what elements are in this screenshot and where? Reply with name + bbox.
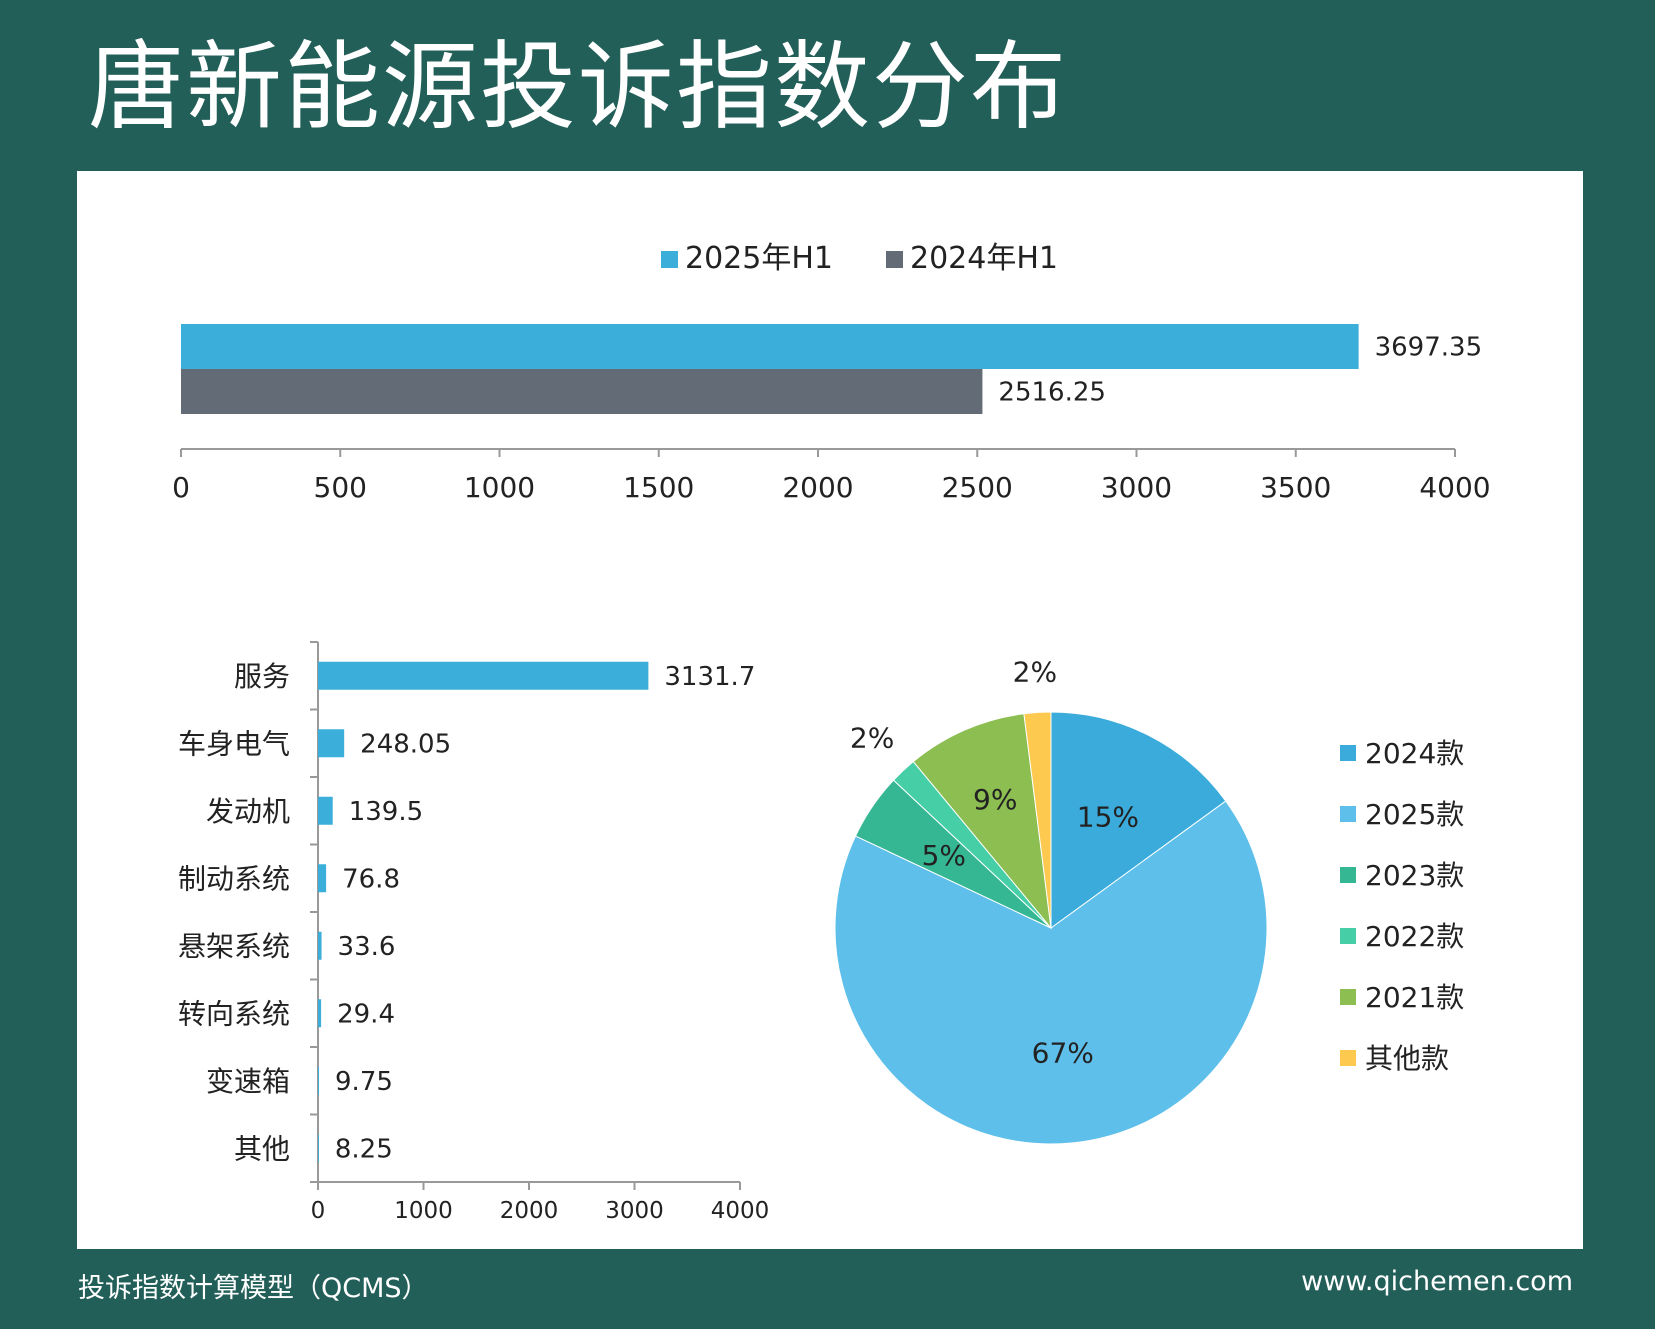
category-value-label: 76.8: [342, 864, 400, 894]
pie-legend-label-3: 2023款: [1365, 859, 1464, 892]
overall-complaint-index-chart: 2025年H1 2024年H1 3697.35 2516.25 0 500 1000 1500…: [172, 241, 1491, 504]
pie-percent-label-1: 15%: [1077, 800, 1139, 833]
pie-legend-label-6: 其他款: [1365, 1042, 1449, 1075]
category-bar: [318, 729, 345, 758]
complaint-category-chart: 0 1000 2000 3000 4000 服务 3131.7 车身电气 248.05 发动机 13…: [178, 641, 770, 1224]
bar-2: [181, 369, 983, 414]
category-value-label: 3131.7: [664, 662, 755, 692]
x-tick-label: 4000: [1419, 471, 1490, 504]
x-tick-label: 0: [311, 1198, 326, 1224]
pie-slice-2: [834, 800, 1268, 1145]
category-value-label: 33.6: [338, 932, 396, 962]
x-tick-label: 1000: [464, 471, 535, 504]
category-label: 转向系统: [178, 997, 290, 1030]
pie-legend-label-4: 2022款: [1365, 920, 1464, 953]
pie-legend-swatch-4: [1340, 928, 1356, 944]
category-bar: [318, 864, 327, 893]
category-value-label: 248.05: [360, 729, 451, 759]
category-label: 悬架系统: [178, 930, 290, 963]
x-tick-label: 2000: [500, 1198, 559, 1224]
chart-canvas: 2025年H1 2024年H1 3697.35 2516.25 0 500 1000 1500…: [172, 241, 1491, 1224]
legend-swatch-2: [886, 251, 903, 268]
bar-value-label-2: 2516.25: [998, 378, 1106, 408]
category-bar: [318, 931, 322, 960]
legend-swatch-1: [661, 251, 678, 268]
pie-percent-label-3: 5%: [922, 839, 966, 872]
x-tick-label: 3000: [605, 1198, 664, 1224]
category-label: 车身电气: [178, 727, 290, 760]
pie-percent-label-4: 2%: [850, 721, 894, 754]
x-tick-label: 2000: [782, 471, 853, 504]
bar-value-label-1: 3697.35: [1375, 333, 1483, 363]
x-tick-label: 0: [172, 471, 190, 504]
x-tick-label: 2500: [942, 471, 1013, 504]
pie-legend-label-5: 2021款: [1365, 981, 1464, 1014]
chart-panel: 2025年H1 2024年H1 3697.35 2516.25 0 500 1000 1500…: [77, 171, 1583, 1249]
category-value-label: 8.25: [335, 1134, 393, 1164]
category-value-label: 29.4: [337, 999, 395, 1029]
model-year-pie-chart: 15% 67% 5% 2% 9% 2% 2024款 2025款 2023款 2022款 2021款其…: [834, 655, 1464, 1145]
category-value-label: 9.75: [335, 1067, 393, 1097]
pie-legend-swatch-6: [1340, 1050, 1356, 1066]
category-bar: [318, 796, 333, 825]
pie-percent-label-6: 2%: [1013, 655, 1057, 688]
legend-label-1: 2025年H1: [685, 241, 833, 276]
category-bar: [318, 999, 322, 1028]
category-label: 其他: [234, 1132, 290, 1165]
pie-percent-label-2: 67%: [1032, 1037, 1094, 1070]
pie-legend-swatch-3: [1340, 867, 1356, 883]
x-tick-label: 4000: [711, 1198, 770, 1224]
footer-website: www.qichemen.com: [1301, 1266, 1573, 1297]
pie-legend-label-1: 2024款: [1365, 737, 1464, 770]
x-tick-label: 3500: [1260, 471, 1331, 504]
category-label: 变速箱: [206, 1065, 290, 1098]
category-label: 发动机: [206, 795, 290, 828]
category-value-label: 139.5: [349, 797, 423, 827]
pie-slice-6: [1023, 711, 1052, 929]
category-bar: [318, 1066, 320, 1095]
x-tick-label: 1000: [394, 1198, 453, 1224]
pie-legend-swatch-1: [1340, 745, 1356, 761]
category-bar: [318, 661, 649, 690]
legend-label-2: 2024年H1: [910, 241, 1058, 276]
pie-slice-5: [912, 713, 1052, 930]
x-tick-label: 500: [314, 471, 367, 504]
pie-legend-swatch-2: [1340, 806, 1356, 822]
pie-slice-1: [1050, 711, 1227, 929]
pie-percent-label-5: 9%: [973, 783, 1017, 816]
category-bar: [318, 1134, 319, 1163]
x-tick-label: 1500: [623, 471, 694, 504]
category-label: 制动系统: [178, 862, 290, 895]
category-label: 服务: [234, 660, 290, 693]
x-tick-label: 3000: [1101, 471, 1172, 504]
pie-legend-label-2: 2025款: [1365, 798, 1464, 831]
pie-legend-swatch-5: [1340, 989, 1356, 1005]
bar-1: [181, 324, 1359, 369]
page-title: 唐新能源投诉指数分布: [88, 31, 1068, 143]
footer-model-note: 投诉指数计算模型（QCMS）: [78, 1273, 429, 1304]
